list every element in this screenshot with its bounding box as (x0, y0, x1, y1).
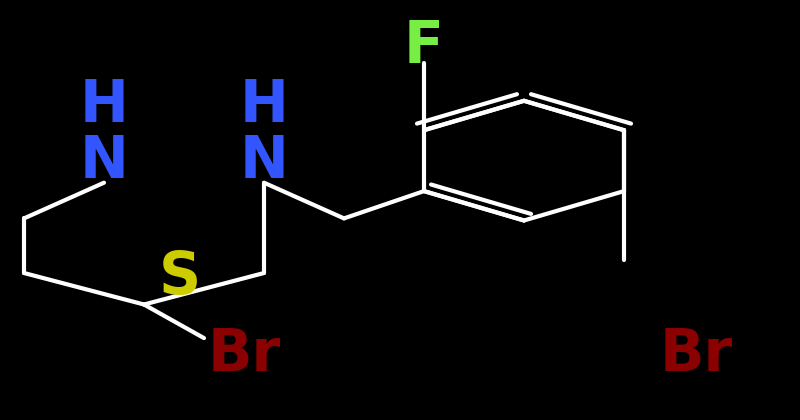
Text: Br: Br (207, 326, 281, 383)
Text: N: N (239, 133, 289, 190)
Text: F: F (404, 18, 444, 75)
Text: N: N (79, 133, 129, 190)
Text: Br: Br (659, 326, 733, 383)
Text: H: H (239, 76, 289, 134)
Text: S: S (159, 249, 201, 306)
Text: H: H (79, 76, 129, 134)
